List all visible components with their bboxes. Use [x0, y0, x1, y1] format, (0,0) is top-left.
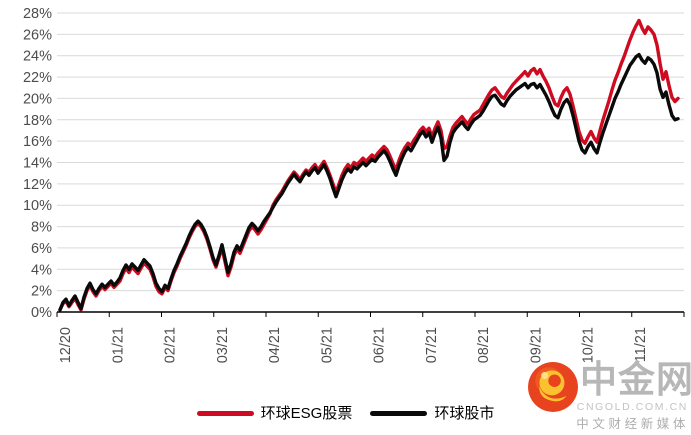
watermark-domain: CNGOLD.COM.CN [576, 401, 688, 413]
watermark-tagline: 中文财经新媒体 [576, 417, 689, 431]
y-axis-label: 6% [31, 241, 52, 257]
y-axis-label: 22% [23, 70, 52, 86]
x-axis-label: 11/21 [633, 327, 649, 362]
y-axis-label: 4% [31, 262, 52, 278]
y-axis-label: 10% [23, 198, 52, 214]
y-axis-label: 18% [23, 113, 52, 129]
series-line-world [58, 52, 680, 312]
y-axis-label: 26% [23, 27, 52, 43]
legend-item-esg: 环球ESG股票 [196, 404, 353, 422]
legend-label-world: 环球股市 [434, 404, 495, 422]
y-axis-label: 12% [23, 177, 52, 193]
x-axis-label: 09/21 [528, 327, 544, 363]
y-axis-label: 16% [23, 134, 52, 150]
y-axis-label: 2% [31, 284, 52, 300]
x-axis-label: 05/21 [319, 327, 335, 363]
x-axis-label: 10/21 [581, 327, 597, 363]
y-axis-label: 8% [31, 220, 52, 236]
x-axis-label: 07/21 [424, 327, 440, 363]
legend-swatch-world-line [370, 410, 428, 416]
x-axis-label: 06/21 [372, 327, 388, 363]
chart-legend: 环球ESG股票 环球股市 [0, 403, 691, 423]
x-axis-label: 08/21 [476, 327, 492, 363]
x-axis-label: 12/20 [58, 327, 74, 363]
y-axis-label: 14% [23, 156, 52, 172]
y-axis-label: 24% [23, 49, 52, 65]
cngold-logo-icon [528, 362, 578, 412]
y-axis-label: 20% [23, 91, 52, 107]
x-axis-label: 01/21 [110, 327, 126, 363]
legend-item-world: 环球股市 [370, 406, 494, 421]
y-axis-label: 0% [31, 305, 52, 321]
x-axis-label: 03/21 [215, 327, 231, 363]
series-line-esg [58, 18, 680, 312]
legend-label-esg: 环球ESG股票 [260, 404, 353, 422]
cngold-watermark: 中金网 CNGOLD.COM.CN 中文财经新媒体 [527, 359, 691, 431]
legend-swatch-esg-line [196, 410, 254, 416]
x-axis-label: 04/21 [267, 327, 283, 363]
x-axis-label: 02/21 [163, 327, 179, 363]
watermark-site-name: 中金网 [580, 359, 691, 400]
y-axis-label: 28% [23, 6, 52, 22]
